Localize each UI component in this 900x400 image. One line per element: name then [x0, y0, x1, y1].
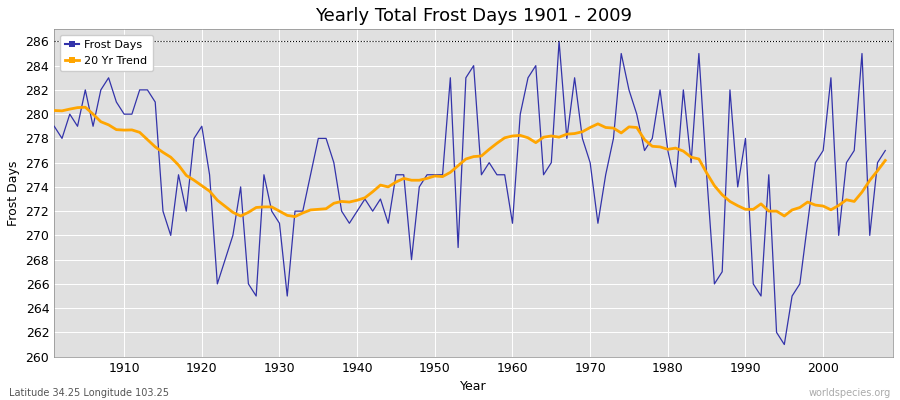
Text: Latitude 34.25 Longitude 103.25: Latitude 34.25 Longitude 103.25	[9, 388, 169, 398]
Y-axis label: Frost Days: Frost Days	[7, 160, 20, 226]
Title: Yearly Total Frost Days 1901 - 2009: Yearly Total Frost Days 1901 - 2009	[315, 7, 632, 25]
Text: worldspecies.org: worldspecies.org	[809, 388, 891, 398]
X-axis label: Year: Year	[460, 380, 487, 393]
Legend: Frost Days, 20 Yr Trend: Frost Days, 20 Yr Trend	[59, 35, 153, 72]
